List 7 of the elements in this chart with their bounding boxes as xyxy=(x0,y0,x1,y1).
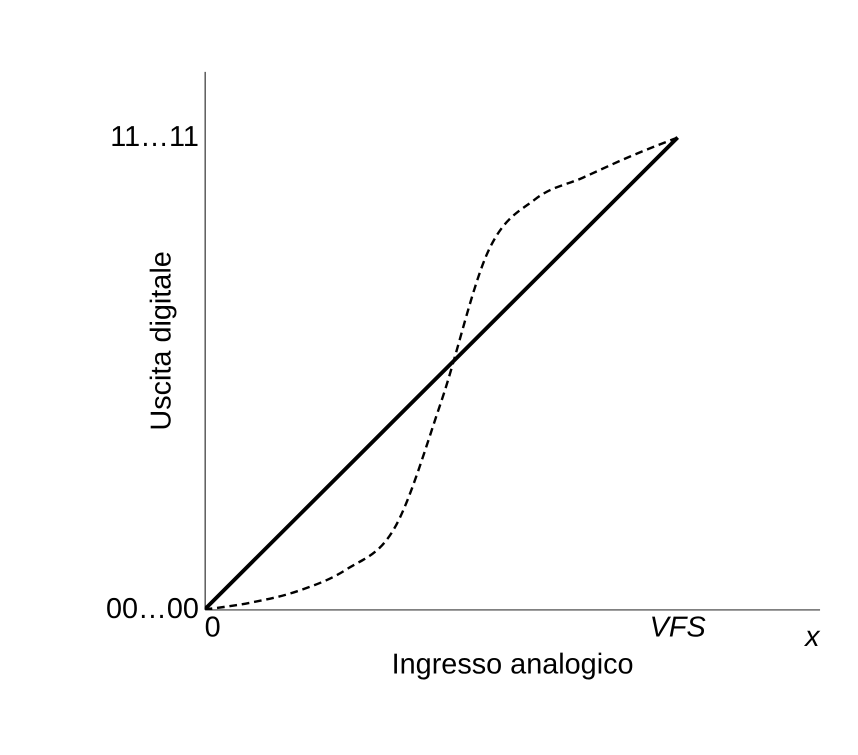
text: 11…11 xyxy=(110,121,199,154)
y-axis-title: Uscita digitale xyxy=(146,251,178,431)
text: x xyxy=(803,620,822,653)
text: 00…00 xyxy=(106,593,199,626)
text: 0 xyxy=(204,611,221,644)
x-axis-title: Ingresso analogico xyxy=(392,648,634,680)
text: VFS xyxy=(650,611,706,644)
